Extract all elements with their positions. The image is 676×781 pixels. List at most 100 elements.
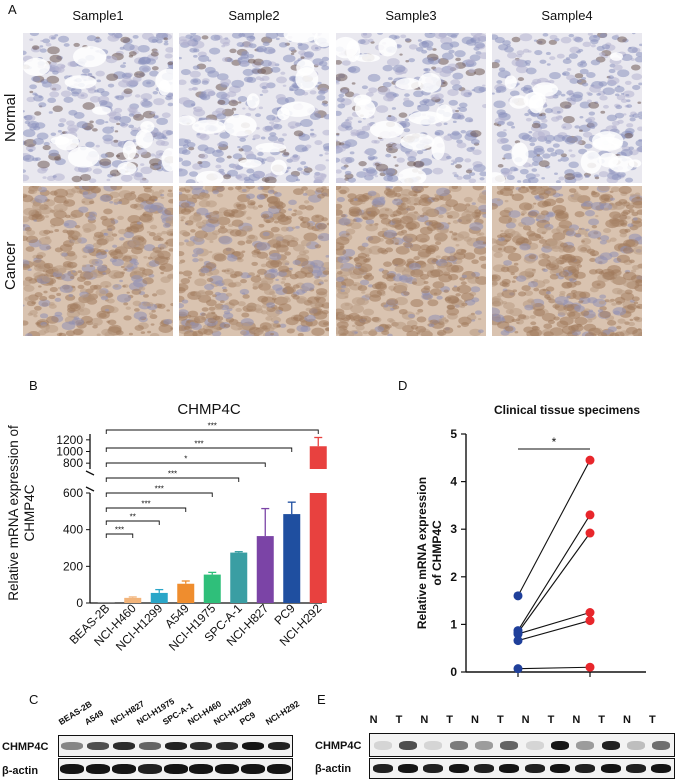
cancer-tissue-sample1 — [23, 186, 173, 336]
normal-tissue-sample2 — [179, 33, 329, 183]
paired-scatter-chart: Clinical tissue specimens Relative mRNA e… — [415, 403, 646, 680]
blot-e-lane-label: T — [547, 714, 555, 726]
blot-e-chmp4c-band — [475, 740, 493, 750]
chart-b-bar — [177, 583, 195, 603]
chart-d-xtick-label: Tumor — [572, 679, 609, 680]
chart-d-point-normal — [513, 591, 523, 601]
chart-d-point-normal — [513, 629, 523, 639]
blot-e-lane-label: N — [572, 714, 581, 726]
cancer-tissue-sample2 — [179, 186, 329, 336]
blot-c-actin-band — [215, 764, 240, 774]
chart-d-ytick-label: 5 — [450, 427, 457, 441]
row-label-cancer: Cancer — [2, 241, 19, 290]
chart-b-significance-label: ** — [130, 513, 136, 522]
chart-b-significance-label: *** — [155, 485, 164, 494]
blot-c-actin-band — [189, 764, 214, 774]
blot-c-lane-label: NCI-H292 — [263, 698, 302, 727]
chart-b-significance-label: *** — [168, 470, 177, 479]
chart-b-bar — [309, 446, 327, 469]
blot-e-chmp4c-band — [500, 740, 519, 750]
blot-c-actin-row — [58, 758, 293, 780]
blot-c-actin-band — [163, 764, 188, 774]
blot-c-chmp4c-band — [112, 742, 135, 750]
blot-e-lane-label: N — [521, 714, 530, 726]
blot-e-lane-label: T — [395, 714, 403, 726]
chart-d-title: Clinical tissue specimens — [494, 403, 640, 417]
panel-c-letter: C — [29, 692, 39, 707]
blot-e-chmp4c-band — [576, 740, 595, 750]
sample2-title: Sample2 — [228, 8, 280, 23]
blot-e-lane-label: N — [420, 714, 429, 726]
blot-e-chmp4c-band — [652, 740, 671, 750]
blot-c-chmp4c-band — [190, 742, 213, 750]
chart-b-significance-bracket — [105, 492, 213, 497]
blot-e-actin-band — [372, 764, 393, 773]
blot-e-actin-band — [499, 764, 520, 773]
blot-c-actin-band — [59, 764, 84, 774]
chart-b-bar — [256, 536, 274, 603]
blot-e-actin-band — [626, 764, 646, 773]
blot-e-chmp4c-band — [373, 740, 392, 750]
blot-c-chmp4c-band — [86, 742, 109, 750]
blot-e-actin-band — [600, 764, 621, 773]
chart-d-ylabel: Relative mRNA expressionof CHMP4C — [415, 477, 444, 629]
normal-tissue-sample4 — [492, 33, 642, 183]
chart-b-bar — [230, 552, 248, 603]
blot-e-chmp4c-band — [601, 740, 620, 750]
blot-e-chmp4c-band — [525, 740, 544, 750]
chart-b-ytick-label: 1000 — [56, 445, 83, 459]
chart-b-significance-label: * — [184, 455, 187, 464]
chart-d-ytick-label: 3 — [450, 522, 457, 536]
chart-b-significance-bracket — [105, 429, 319, 434]
blot-c-label-chmp4c: CHMP4C — [2, 741, 49, 753]
chart-b-significance-label: *** — [208, 422, 217, 431]
chart-d-ytick-label: 4 — [450, 475, 457, 489]
chart-b-significance-bracket — [105, 520, 160, 525]
blot-c-actin-band — [267, 764, 292, 774]
blot-e-chmp4c-band — [627, 740, 645, 750]
blot-e-actin-band — [550, 764, 570, 773]
blot-e-lane-label: T — [446, 714, 454, 726]
chart-d-pair-line — [517, 532, 591, 633]
chart-b-ytick-label: 600 — [63, 486, 83, 500]
chart-d-ytick-label: 0 — [450, 665, 457, 679]
chart-d-point-tumor — [585, 608, 595, 617]
blot-e-chmp4c-band — [424, 740, 443, 750]
panel-d-letter: D — [398, 378, 408, 393]
chart-b-ytick-label: 1200 — [56, 433, 83, 447]
chart-b-significance-bracket — [105, 462, 266, 467]
cancer-tissue-sample3 — [336, 186, 486, 336]
blot-e-lane-label: T — [496, 714, 504, 726]
blot-e-actin-band — [474, 764, 494, 773]
panel-b-letter: B — [29, 378, 38, 393]
chart-b-ytick-label: 400 — [63, 523, 83, 537]
panel-a-letter: A — [8, 2, 17, 17]
row-label-normal: Normal — [2, 93, 19, 142]
chart-b-significance-bracket — [105, 533, 134, 538]
blot-c-chmp4c-band — [60, 742, 83, 750]
blot-c-actin-band — [241, 764, 266, 774]
blot-c-actin-band — [111, 764, 136, 774]
blot-e-chmp4c-band — [551, 740, 569, 750]
blot-c-chmp4c-band — [164, 742, 187, 750]
bar-chart-chmp4c: CHMP4C Relative mRNA expression ofCHMP4C 0… — [6, 401, 327, 654]
blot-e-lane-label: T — [648, 714, 656, 726]
blot-c-chmp4c-band — [242, 742, 265, 750]
chart-d-xtick-label: Normal — [497, 679, 538, 680]
blot-e-chmp4c-band — [399, 740, 417, 750]
chart-b-axis-break — [85, 470, 95, 476]
chart-b-bar — [283, 514, 301, 603]
chart-d-point-tumor — [585, 528, 595, 538]
chart-b-ylabel: Relative mRNA expression ofCHMP4C — [6, 425, 37, 601]
chart-b-significance-bracket — [105, 447, 293, 452]
sample4-title: Sample4 — [541, 8, 593, 23]
chart-b-bar — [124, 597, 142, 603]
blot-e-actin-band — [524, 764, 545, 773]
blot-c-chmp4c-band — [138, 742, 161, 750]
blot-e-label-chmp4c: CHMP4C — [315, 740, 362, 752]
chart-b-significance-label: *** — [115, 526, 124, 535]
chart-d-ytick-label: 1 — [450, 617, 457, 631]
blot-c-label-actin: β-actin — [2, 765, 39, 777]
normal-tissue-sample3 — [336, 33, 486, 183]
chart-b-bar — [150, 592, 168, 603]
